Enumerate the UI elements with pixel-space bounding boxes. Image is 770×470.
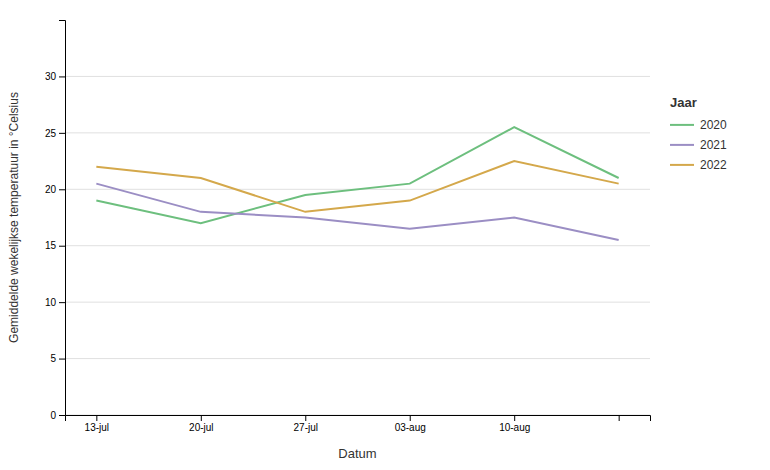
legend-swatch: [670, 124, 694, 126]
plot: 0 5 10 15 20 25 30 13-jul 20-jul 27-jul 03-aug 10-a…: [45, 21, 651, 434]
y-tick-mark: [59, 246, 65, 247]
y-axis: 0 5 10 15 20 25 30: [45, 21, 66, 421]
y-tick-mark: [59, 189, 65, 190]
x-tick-label: 13-jul: [85, 422, 109, 433]
x-axis-line: [66, 416, 651, 422]
legend-swatch: [670, 144, 694, 146]
y-tick-mark: [59, 415, 65, 416]
y-tick-label: 5: [50, 353, 56, 364]
x-tick-mark: [96, 415, 97, 421]
x-tick: 10-aug: [499, 415, 530, 433]
y-tick-mark: [59, 76, 65, 77]
x-tick-label: 20-jul: [189, 422, 213, 433]
series-line: [96, 161, 618, 212]
x-tick-label: 10-aug: [499, 422, 530, 433]
legend-item: 2022: [670, 158, 727, 172]
y-axis-line: [59, 21, 66, 416]
legend-swatch: [670, 164, 694, 166]
grid-line: [65, 132, 650, 133]
series-line: [96, 184, 618, 240]
y-tick: 5: [50, 353, 65, 364]
chart: 0 5 10 15 20 25 30 13-jul 20-jul 27-jul 03-aug 10-a…: [0, 0, 770, 470]
y-tick-mark: [59, 359, 65, 360]
legend-item: 2021: [670, 138, 727, 152]
y-tick-label: 20: [45, 184, 57, 195]
x-tick: 27-jul: [294, 415, 318, 433]
x-tick-mark: [619, 415, 620, 421]
y-axis-title: Gemiddelde wekelijkse temperatuur in °Ce…: [7, 92, 21, 343]
x-tick-mark: [410, 415, 411, 421]
grid-line: [65, 302, 650, 303]
y-tick: 10: [45, 297, 65, 308]
x-tick-label: 27-jul: [294, 422, 318, 433]
y-tick-label: 0: [50, 410, 56, 421]
y-tick-label: 15: [45, 240, 57, 251]
legend-label: 2022: [700, 158, 727, 172]
legend-item: 2020: [670, 118, 727, 132]
y-tick-mark: [59, 133, 65, 134]
x-tick-mark: [305, 415, 306, 421]
y-tick: 30: [45, 71, 65, 82]
x-tick: 20-jul: [189, 415, 213, 433]
y-tick-label: 30: [45, 71, 57, 82]
x-axis: 13-jul 20-jul 27-jul 03-aug 10-aug: [66, 415, 651, 433]
grid: [65, 76, 650, 415]
y-tick-label: 25: [45, 128, 57, 139]
y-tick: 15: [45, 240, 65, 251]
x-tick-label: 03-aug: [395, 422, 426, 433]
y-tick: 0: [50, 410, 65, 421]
x-tick: 03-aug: [395, 415, 426, 433]
x-tick-mark: [201, 415, 202, 421]
grid-line: [65, 245, 650, 246]
lines: [96, 127, 618, 240]
y-tick-mark: [59, 302, 65, 303]
x-axis-title: Datum: [338, 446, 376, 461]
grid-line: [65, 76, 650, 77]
legend: Jaar2020 2021 2022: [670, 95, 727, 172]
legend-label: 2020: [700, 118, 727, 132]
x-tick-mark: [514, 415, 515, 421]
x-tick: [619, 415, 620, 421]
y-tick: 20: [45, 184, 65, 195]
legend-title: Jaar: [670, 95, 697, 110]
grid-line: [65, 358, 650, 359]
x-tick: 13-jul: [85, 415, 109, 433]
y-tick-label: 10: [45, 297, 57, 308]
y-tick: 25: [45, 128, 65, 139]
series-line: [96, 127, 618, 223]
legend-label: 2021: [700, 138, 727, 152]
